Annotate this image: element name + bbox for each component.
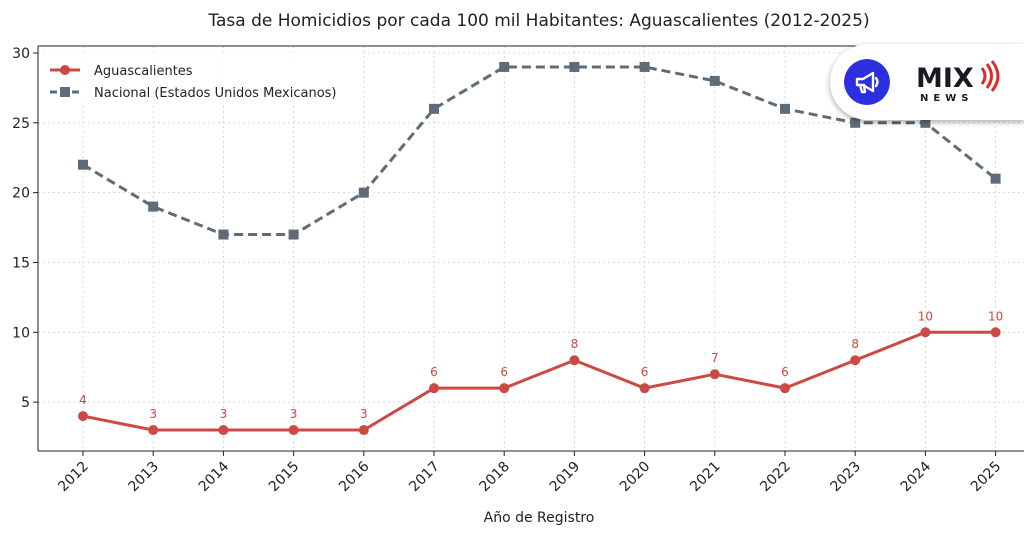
x-tick-label: 2019 [547,459,584,496]
series-0-point [78,411,88,422]
data-label: 6 [500,365,508,379]
data-label: 10 [918,309,933,323]
x-tick-label: 2022 [757,459,794,496]
series-1-point [78,159,88,170]
series-0-point [780,383,790,394]
x-tick-label: 2018 [477,459,514,496]
series-1-point [990,173,1001,184]
series-1-point [569,61,580,72]
y-tick-label: 15 [12,255,30,271]
data-label: 3 [220,407,228,421]
x-tick-label: 2012 [55,459,92,496]
series-1-point [358,187,369,198]
data-label: 3 [360,407,368,421]
series-1-point [780,103,790,114]
series-1-point [429,103,439,114]
series-0-point [499,383,510,394]
series-1-point [850,117,861,128]
x-tick-label: 2020 [617,459,654,496]
series-0-point [709,369,720,380]
chart-title: Tasa de Homicidios por cada 100 mil Habi… [207,11,869,31]
data-label: 3 [290,407,298,421]
data-label: 6 [641,365,649,379]
data-label: 4 [79,393,87,407]
legend-swatch-marker [60,65,70,75]
mix-news-logo: MIX NEWS [830,44,1024,120]
series-line-0 [82,330,996,432]
series-1-point [148,201,159,212]
x-tick-label: 2013 [126,459,163,496]
x-tick-label: 2015 [266,459,303,496]
x-tick-label: 2023 [828,459,865,496]
data-label: 3 [149,407,157,421]
series-1-point [499,61,510,72]
y-tick-label: 20 [12,186,30,202]
legend-label: Aguascalientes [94,64,193,79]
data-label: 8 [571,337,579,351]
series-0-point [358,425,369,436]
data-label: 7 [711,351,719,365]
series-1-point [920,117,931,128]
legend-label: Nacional (Estados Unidos Mexicanos) [94,86,337,101]
svg-text:MIX: MIX [916,63,974,94]
series-0-point [288,425,299,436]
x-tick-label: 2021 [687,459,724,496]
y-tick-label: 5 [21,395,30,411]
x-tick-label: 2017 [406,459,443,496]
x-tick-label: 2024 [898,458,935,495]
y-tick-label: 10 [12,325,30,341]
series-0-point [639,383,650,394]
x-axis-label: Año de Registro [484,510,595,526]
data-label: 6 [430,365,438,379]
data-label: 6 [781,365,789,379]
series-0-point [218,425,229,436]
data-label: 8 [851,337,859,351]
series-1-point [288,229,299,240]
y-tick-label: 30 [12,46,30,62]
x-tick-label: 2016 [336,458,373,495]
svg-text:NEWS: NEWS [920,93,973,104]
series-line-1 [82,65,997,237]
x-tick-label: 2014 [196,458,233,495]
megaphone-icon [844,59,890,105]
series-0-point [850,355,861,366]
series-1-point [709,75,720,86]
series-0-point [569,355,580,366]
y-tick-label: 25 [12,116,30,132]
series-1-point [639,61,650,72]
x-tick-label: 2025 [968,459,1005,496]
series-1-point [218,229,229,240]
data-label: 10 [988,309,1003,323]
legend-swatch-marker [60,87,70,97]
mix-news-wordmark: MIX NEWS [916,60,1000,104]
series-0-point [148,425,159,436]
series-0-point [429,383,439,394]
legend-box [44,52,360,104]
series-0-point [920,327,931,338]
series-0-point [990,327,1001,338]
